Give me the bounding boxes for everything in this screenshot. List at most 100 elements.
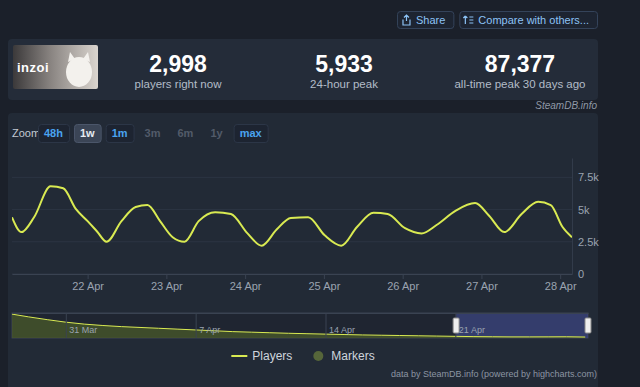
stat-value: 2,998	[149, 51, 207, 77]
navigator-plot	[12, 314, 585, 338]
source-label: SteamDB.info	[535, 100, 597, 111]
zoom-button-label: 48h	[44, 127, 63, 139]
header-bg	[8, 39, 598, 100]
zoom-button: 1y	[210, 127, 223, 139]
navigator-tick: 31 Mar	[66, 313, 97, 338]
navigator-line	[12, 314, 585, 337]
x-tick-label: 24 Apr	[230, 280, 262, 292]
grid-line	[12, 274, 572, 275]
share-button-label: Share	[416, 14, 445, 26]
zoom-button[interactable]: 1m	[106, 125, 134, 143]
y-tick-label: 0	[578, 268, 584, 280]
y-axis: 02.5k5k7.5k	[572, 159, 599, 281]
x-axis: 22 Apr 23 Apr 24 Apr 25 Apr 26 Apr 27 Apr 28 A…	[13, 274, 577, 292]
x-tick-label: 25 Apr	[308, 280, 340, 292]
zoom-button-label: 1m	[112, 127, 128, 139]
stat-label: players right now	[135, 78, 223, 90]
navigator-handle[interactable]	[453, 318, 459, 333]
navigator-tick-label: 14 Apr	[329, 325, 355, 335]
x-tick-mark	[403, 274, 404, 279]
y-axis-line	[572, 159, 573, 275]
navigator-tick: 7 Apr	[196, 313, 220, 338]
thumbnail-bg	[13, 45, 98, 89]
stat: 2,998players right now	[135, 51, 223, 90]
zoom-bar: Zoom 48h 1w 1m 3m 6m 1y max	[12, 125, 268, 143]
x-tick-label: 27 Apr	[466, 280, 498, 292]
zoom-button-label: 1w	[80, 127, 95, 139]
zoom-button-bg	[39, 125, 70, 143]
compare-button[interactable]: Compare with others...	[460, 12, 598, 29]
toolbar: Compare with others... Share	[397, 12, 597, 29]
zoom-button-bg	[234, 125, 268, 143]
x-tick-mark	[166, 274, 167, 279]
plot-area	[12, 186, 572, 245]
zoom-button: 6m	[177, 127, 193, 139]
zoom-button-bg	[74, 125, 101, 143]
x-tick: 28 Apr	[545, 274, 577, 292]
legend-item[interactable]: Players	[231, 349, 292, 363]
navigator-area	[12, 314, 585, 338]
navigator-tick-mark	[196, 313, 197, 338]
x-tick-mark	[560, 274, 561, 279]
main-chart: 22 Apr 23 Apr 24 Apr 25 Apr 26 Apr 27 Apr 28 A…	[12, 159, 599, 292]
stat: 5,93324-hour peak	[310, 51, 378, 90]
x-tick-mark	[324, 274, 325, 279]
grid-line	[12, 241, 572, 242]
y-tick: 0	[572, 268, 584, 280]
legend-label: Players	[252, 349, 292, 363]
zoom-button[interactable]: 1w	[74, 125, 101, 143]
zoom-button-label: 1y	[210, 127, 223, 139]
header-card: inzoi 2,998players right now 5,93324-hour …	[8, 39, 598, 100]
credit: data by SteamDB.info (powered by highcha…	[391, 369, 597, 379]
navigator-window[interactable]	[456, 313, 588, 338]
chart-panel	[8, 113, 598, 387]
zoom-button[interactable]: 48h	[39, 125, 70, 143]
y-tick-label: 2.5k	[578, 236, 599, 248]
y-tick: 2.5k	[572, 236, 599, 248]
legend-item[interactable]: Markers	[313, 349, 374, 363]
share-button-bg	[397, 12, 453, 29]
navigator-tick-mark	[326, 313, 327, 338]
share-button[interactable]: Share	[397, 12, 453, 29]
game-logo: inzoi	[17, 60, 49, 75]
zoom-label: Zoom	[12, 127, 40, 139]
x-tick: 22 Apr	[72, 274, 104, 292]
navigator-tick-mark	[66, 313, 67, 338]
stat-value: 5,933	[315, 51, 373, 77]
x-tick-label: 28 Apr	[545, 280, 577, 292]
x-tick-label: 22 Apr	[72, 280, 104, 292]
series-line	[12, 186, 572, 245]
compare-button-label: Compare with others...	[478, 14, 589, 26]
x-tick: 24 Apr	[230, 274, 262, 292]
stat-label: all-time peak 30 days ago	[454, 78, 585, 90]
navigator-tick: 14 Apr	[326, 313, 355, 338]
zoom-button-label: 3m	[145, 127, 161, 139]
compare-button-bg	[460, 12, 598, 29]
zoom-button-label: max	[240, 127, 263, 139]
navigator-x-axis: 31 Mar7 Apr14 Apr21 Apr	[13, 313, 589, 338]
thumbnail-cat-ears	[68, 52, 90, 62]
zoom-button: 3m	[145, 127, 161, 139]
stat-label: 24-hour peak	[310, 78, 378, 90]
x-tick-label: 23 Apr	[151, 280, 183, 292]
x-tick-label: 26 Apr	[387, 280, 419, 292]
x-tick: 23 Apr	[151, 274, 183, 292]
x-tick: 26 Apr	[387, 274, 419, 292]
legend-symbol	[231, 355, 247, 357]
zoom-button-label: 6m	[177, 127, 193, 139]
compare-button-icon	[463, 16, 473, 24]
x-tick: 27 Apr	[466, 274, 498, 292]
grid	[12, 177, 572, 274]
grid-line	[12, 177, 572, 178]
share-button-icon	[403, 15, 410, 25]
navigator-frame	[12, 313, 588, 338]
grid-line	[12, 209, 572, 210]
stat-value: 87,377	[485, 51, 555, 77]
x-tick-mark	[481, 274, 482, 279]
zoom-button[interactable]: max	[234, 125, 268, 143]
navigator-handle[interactable]	[585, 318, 591, 333]
navigator-axis-line	[13, 313, 589, 314]
legend: Players Markers	[231, 349, 374, 363]
legend-label: Markers	[331, 349, 374, 363]
x-tick: 25 Apr	[308, 274, 340, 292]
